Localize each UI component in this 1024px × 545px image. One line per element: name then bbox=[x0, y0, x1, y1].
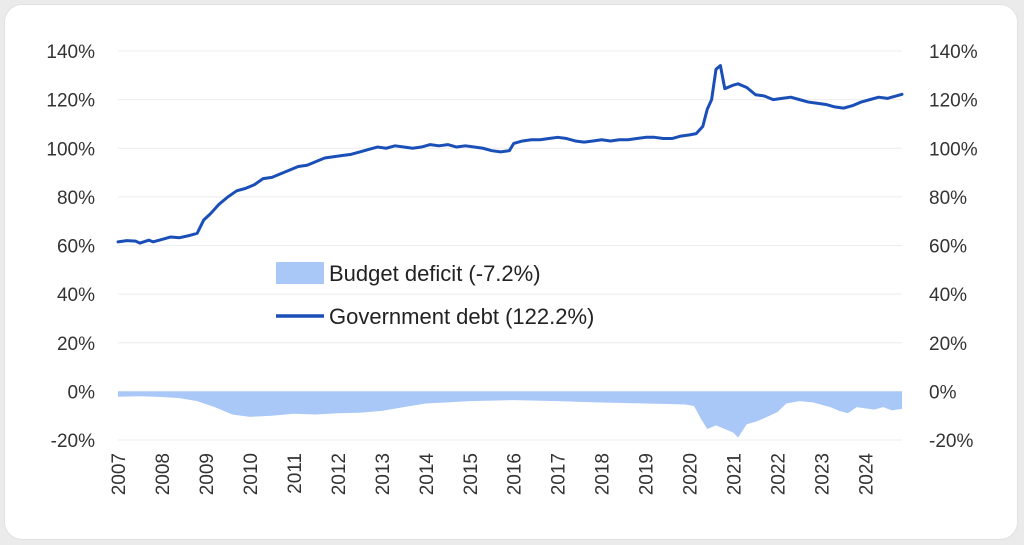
y-tick-label-left: -20% bbox=[51, 431, 95, 452]
y-tick-label-left: 0% bbox=[68, 382, 96, 403]
budget-deficit-area bbox=[118, 391, 902, 438]
y-tick-label-left: 120% bbox=[46, 91, 95, 112]
y-tick-label-left: 140% bbox=[46, 42, 95, 63]
y-tick-label-right: 120% bbox=[929, 91, 978, 112]
y-axis-left: -20% 0% 20% 40% 60% 80% 100% 120% 140% bbox=[46, 42, 95, 452]
y-tick-label-left: 40% bbox=[57, 285, 95, 306]
y-tick-label-right: 100% bbox=[929, 139, 978, 160]
x-tick-label: 2015 bbox=[461, 453, 482, 495]
chart-card bbox=[4, 4, 1018, 540]
x-tick-label: 2007 bbox=[109, 453, 130, 495]
y-tick-label-right: 140% bbox=[929, 42, 978, 63]
y-tick-label-left: 100% bbox=[46, 139, 95, 160]
x-tick-label: 2014 bbox=[417, 453, 438, 496]
government-debt-line bbox=[116, 64, 904, 245]
x-tick-label: 2011 bbox=[285, 453, 306, 494]
x-tick-label: 2023 bbox=[813, 453, 834, 495]
y-tick-label-left: 60% bbox=[57, 237, 95, 258]
x-tick-label: 2022 bbox=[769, 453, 790, 495]
y-tick-label-right: 80% bbox=[929, 188, 967, 209]
y-tick-label-right: 60% bbox=[929, 237, 967, 258]
y-tick-label-right: 20% bbox=[929, 334, 967, 355]
y-tick-label-right: -20% bbox=[929, 431, 973, 452]
x-axis: 2007 2008 2009 2010 2011 2012 2013 2014 2015 2016… bbox=[109, 453, 878, 496]
x-tick-label: 2017 bbox=[549, 453, 570, 495]
budget-deficit-area-layer bbox=[118, 391, 902, 438]
x-tick-label: 2024 bbox=[857, 453, 878, 496]
x-tick-label: 2021 bbox=[725, 453, 746, 495]
gridlines bbox=[118, 50, 902, 441]
x-tick-label: 2013 bbox=[373, 453, 394, 495]
legend-label-budget-deficit: Budget deficit (-7.2%) bbox=[329, 261, 541, 286]
x-tick-label: 2020 bbox=[681, 453, 702, 495]
x-tick-label: 2016 bbox=[505, 453, 526, 495]
legend-swatch-budget-deficit bbox=[276, 262, 324, 284]
y-axis-right: -20% 0% 20% 40% 60% 80% 100% 120% 140% bbox=[929, 42, 978, 452]
y-tick-label-left: 80% bbox=[57, 188, 95, 209]
x-tick-label: 2008 bbox=[153, 453, 174, 495]
y-tick-label-right: 40% bbox=[929, 285, 967, 306]
y-tick-label-right: 0% bbox=[929, 382, 957, 403]
x-tick-label: 2018 bbox=[593, 453, 614, 495]
x-tick-label: 2019 bbox=[637, 453, 658, 495]
x-tick-label: 2010 bbox=[241, 453, 262, 495]
legend-label-government-debt: Government debt (122.2%) bbox=[329, 304, 594, 329]
y-tick-label-left: 20% bbox=[57, 334, 95, 355]
legend: Budget deficit (-7.2%) Government debt (… bbox=[276, 261, 594, 329]
x-tick-label: 2009 bbox=[197, 453, 218, 495]
government-debt-line-layer bbox=[116, 64, 904, 245]
x-tick-label: 2012 bbox=[329, 453, 350, 495]
